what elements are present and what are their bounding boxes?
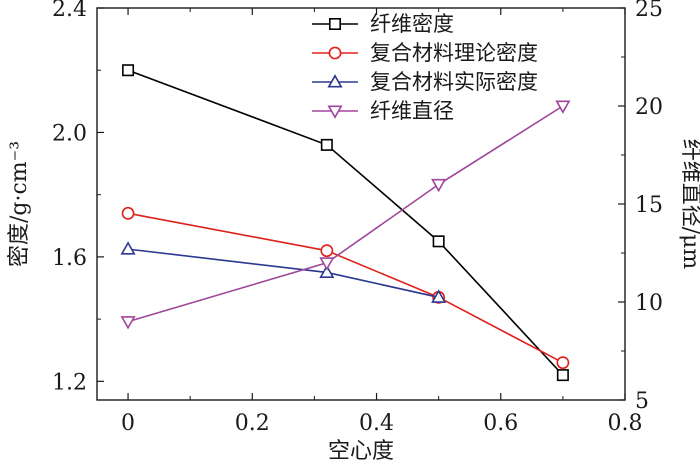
series-line-1 (127, 69, 564, 376)
data-point-s4-3 (431, 178, 447, 193)
data-point-s1-1 (122, 64, 135, 77)
plot-frame (96, 7, 626, 401)
data-point-s4-4 (555, 100, 571, 114)
x-tick-label: 0.6 (483, 411, 518, 436)
right-y-axis-title: 纤维直径/μm (678, 139, 700, 270)
x-tick-label: 0.4 (359, 411, 394, 436)
plot-area: 0 0.2 0.4 0.6 0.8 1.2 1.6 2.0 2.4 5 10 15 20 25 纤维密度复合… (52, 0, 663, 436)
left-y-axis-title: 密度/g·cm⁻³ (7, 141, 32, 267)
legend-label-1: 纤维密度 (370, 12, 454, 36)
x-tick-label: 0 (121, 411, 135, 436)
data-point-s2-2 (320, 244, 334, 258)
right-y-tick-label: 25 (635, 0, 663, 22)
legend-label-2: 复合材料理论密度 (370, 41, 538, 65)
data-point-s1-4 (556, 369, 569, 382)
data-point-s4-1 (120, 316, 136, 330)
x-tick-label: 0.8 (608, 411, 643, 436)
legend-label-3: 复合材料实际密度 (370, 70, 538, 94)
right-y-tick-label: 20 (635, 95, 663, 120)
data-point-s4-2 (319, 257, 335, 271)
right-y-tick-label: 15 (635, 193, 663, 218)
data-point-s1-3 (432, 235, 445, 248)
x-tick-label: 0.2 (235, 411, 270, 436)
legend-marker-3 (327, 74, 343, 88)
data-point-s1-2 (320, 138, 333, 151)
series-line-3 (127, 248, 439, 299)
left-y-tick-label: 1.6 (52, 246, 87, 271)
data-point-s3-2 (319, 264, 335, 278)
legend-marker-2 (328, 46, 342, 60)
right-y-tick-label: 5 (635, 389, 649, 414)
series-line-2 (127, 212, 564, 364)
right-y-tick-label: 10 (635, 291, 663, 316)
legend-marker-1 (328, 17, 341, 30)
left-y-tick-label: 2.0 (52, 121, 87, 146)
series-line-4 (127, 105, 564, 323)
legend-label-4: 纤维直径 (370, 99, 454, 123)
legend-marker-4 (327, 105, 343, 119)
data-point-s2-1 (121, 206, 135, 220)
data-point-s3-3 (431, 289, 447, 303)
data-point-s3-1 (120, 241, 136, 255)
left-y-tick-label: 2.4 (52, 0, 87, 22)
data-point-s2-4 (556, 356, 570, 370)
x-axis-title: 空心度 (328, 439, 394, 464)
left-y-tick-label: 1.2 (52, 370, 87, 395)
